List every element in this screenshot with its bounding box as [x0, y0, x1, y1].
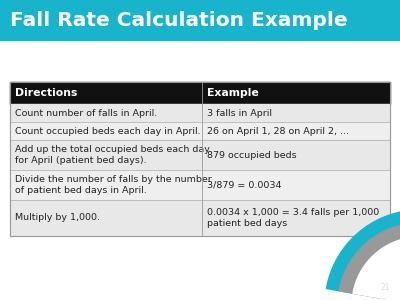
Text: 21: 21 [380, 283, 390, 292]
Text: Add up the total occupied beds each day
for April (patient bed days).: Add up the total occupied beds each day … [15, 145, 210, 165]
Text: Count occupied beds each day in April.: Count occupied beds each day in April. [15, 127, 201, 136]
Bar [10, 200, 390, 236]
Wedge shape [326, 212, 400, 300]
Text: 26 on April 1, 28 on April 2, ...: 26 on April 1, 28 on April 2, ... [207, 127, 349, 136]
Bar [10, 82, 390, 236]
Bar [10, 122, 390, 140]
Wedge shape [353, 238, 400, 300]
Bar [10, 140, 390, 170]
Text: Directions: Directions [15, 88, 77, 98]
Text: Fall Rate Calculation Example: Fall Rate Calculation Example [10, 11, 348, 29]
Text: Divide the number of falls by the number
of patient bed days in April.: Divide the number of falls by the number… [15, 175, 212, 195]
Bar [10, 82, 390, 104]
Text: Multiply by 1,000.: Multiply by 1,000. [15, 214, 100, 223]
Bar [10, 104, 390, 122]
Text: Count number of falls in April.: Count number of falls in April. [15, 109, 157, 118]
Bar [0, 0, 400, 40]
Text: Example: Example [207, 88, 259, 98]
Text: 0.0034 x 1,000 = 3.4 falls per 1,000
patient bed days: 0.0034 x 1,000 = 3.4 falls per 1,000 pat… [207, 208, 379, 228]
Text: 3 falls in April: 3 falls in April [207, 109, 272, 118]
Wedge shape [339, 224, 400, 300]
Bar [10, 170, 390, 200]
Text: 879 occupied beds: 879 occupied beds [207, 151, 296, 160]
Text: 3/879 = 0.0034: 3/879 = 0.0034 [207, 181, 281, 190]
